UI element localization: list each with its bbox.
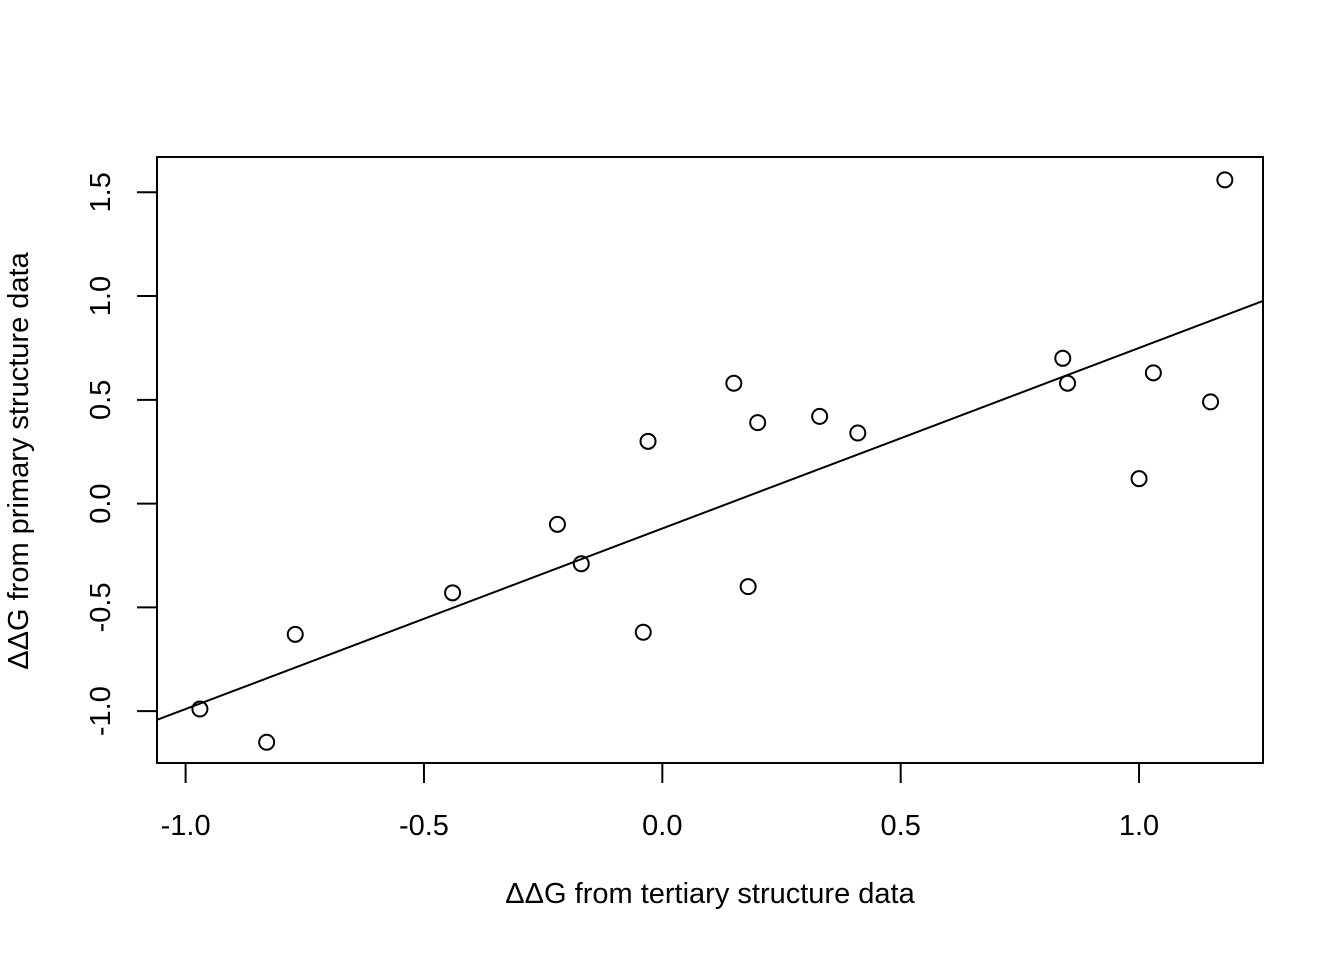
data-point xyxy=(258,733,276,751)
x-tick-label: 0.5 xyxy=(881,810,921,842)
x-tick-label: 0.0 xyxy=(642,810,682,842)
y-tick-label: -1.0 xyxy=(85,686,117,736)
x-tick-label: -1.0 xyxy=(161,810,211,842)
y-tick-label: -0.5 xyxy=(85,582,117,632)
data-point xyxy=(1144,364,1162,382)
x-tick-label: 1.0 xyxy=(1119,810,1159,842)
x-axis-label: ΔΔG from tertiary structure data xyxy=(505,878,915,910)
regression-line xyxy=(157,300,1263,721)
data-point xyxy=(749,414,767,432)
data-point xyxy=(1202,393,1220,411)
data-point xyxy=(639,432,657,450)
x-axis: -1.0 -0.5 0.0 0.5 1.0 xyxy=(161,762,1159,842)
data-point xyxy=(849,424,867,442)
data-point xyxy=(444,584,462,602)
plot-area xyxy=(156,156,1264,764)
y-tick-label: 1.0 xyxy=(85,276,117,316)
data-point xyxy=(739,578,757,596)
data-point xyxy=(1216,171,1234,189)
plot-frame xyxy=(156,156,1264,764)
data-point xyxy=(1059,374,1077,392)
data-point xyxy=(634,623,652,641)
data-point xyxy=(548,515,566,533)
data-point xyxy=(572,555,590,573)
y-axis: -1.0 -0.5 0.0 0.5 1.0 1.5 xyxy=(85,172,158,736)
data-point xyxy=(286,625,304,643)
data-point xyxy=(725,374,743,392)
data-point xyxy=(1054,349,1072,367)
y-axis-label: ΔΔG from primary structure data xyxy=(3,251,35,669)
x-tick-label: -0.5 xyxy=(399,810,449,842)
y-tick-label: 1.5 xyxy=(85,172,117,212)
data-point xyxy=(1130,470,1148,488)
data-point xyxy=(811,407,829,425)
points-layer xyxy=(191,171,1234,751)
data-point xyxy=(191,700,209,718)
y-tick-label: 0.5 xyxy=(85,380,117,420)
y-tick-label: 0.0 xyxy=(85,483,117,523)
